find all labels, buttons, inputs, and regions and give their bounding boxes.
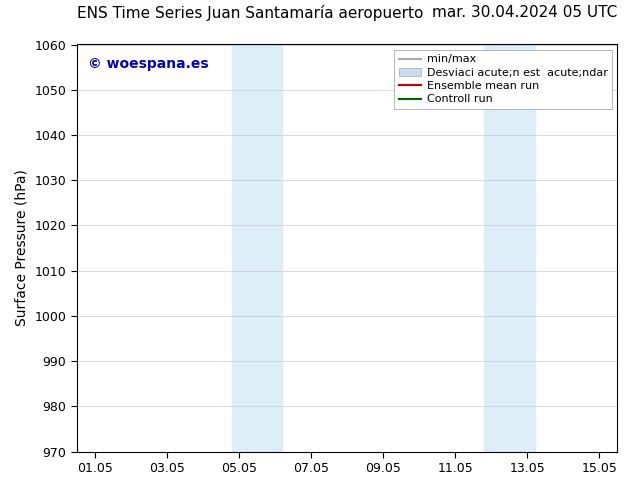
Legend: min/max, Desviaci acute;n est  acute;ndar, Ensemble mean run, Controll run: min/max, Desviaci acute;n est acute;ndar…: [394, 50, 612, 109]
Bar: [232, 45, 282, 452]
Y-axis label: Surface Pressure (hPa): Surface Pressure (hPa): [15, 170, 29, 326]
Text: mar. 30.04.2024 05 UTC: mar. 30.04.2024 05 UTC: [432, 5, 618, 20]
Text: ENS Time Series Juan Santamaría aeropuerto: ENS Time Series Juan Santamaría aeropuer…: [77, 5, 424, 21]
Bar: [484, 45, 534, 452]
Text: © woespana.es: © woespana.es: [87, 57, 209, 71]
